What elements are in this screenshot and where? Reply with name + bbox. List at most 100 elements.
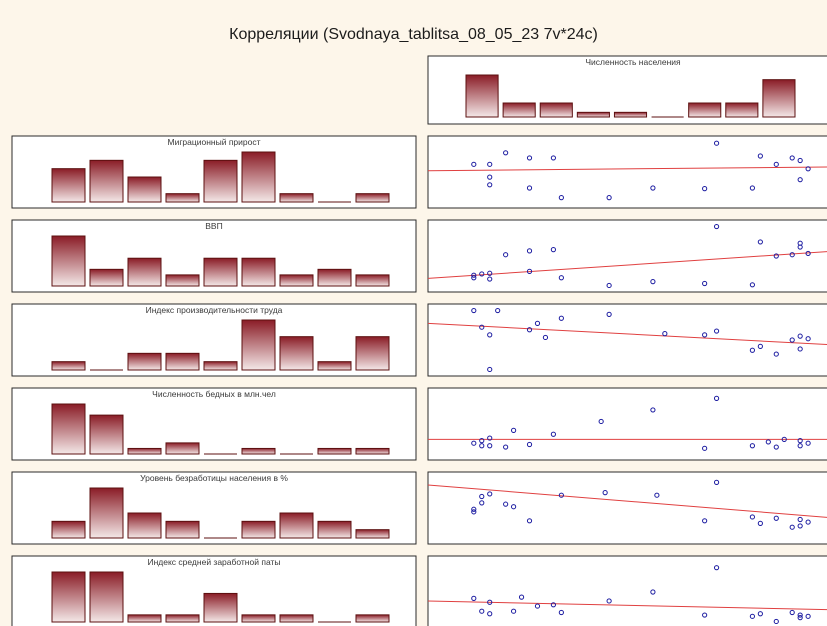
scatter-point: [773, 444, 779, 450]
histogram-bar: [165, 193, 200, 203]
scatter-point: [487, 270, 493, 276]
panel-title: Индекс производительности труда: [146, 305, 283, 315]
regression-line: [427, 251, 827, 279]
scatter-point: [749, 282, 756, 288]
scatter-point: [713, 395, 720, 401]
scatter-point: [503, 252, 509, 258]
histogram-bar: [241, 614, 276, 623]
scatter-point: [749, 443, 756, 449]
panel-title: Численность бедных в млн.чел: [152, 389, 276, 399]
scatter-point: [713, 223, 720, 230]
histogram-bar: [241, 151, 276, 203]
histogram-bar: [688, 102, 722, 118]
scatter-point: [757, 611, 763, 617]
scatter-point: [797, 615, 803, 621]
histogram-bar: [317, 520, 352, 539]
scatter-point: [471, 272, 477, 278]
scatter-point: [606, 195, 612, 201]
panel-title: Уровень безработицы населения в %: [140, 473, 288, 483]
histogram-bar: [203, 361, 238, 371]
scatter-point: [797, 244, 803, 250]
scatter-point: [471, 307, 477, 314]
scatter-point: [503, 150, 509, 156]
scatter-panel: [427, 387, 827, 461]
scatter-panel: [427, 303, 827, 377]
scatter-point: [598, 418, 604, 425]
scatter-point: [487, 599, 493, 605]
histogram-bar: [51, 571, 86, 623]
histogram-bar: [203, 592, 238, 623]
histogram-bar: [51, 403, 86, 455]
scatter-point: [773, 161, 779, 167]
scatter-point: [773, 351, 779, 357]
scatter-point: [558, 315, 564, 321]
scatter-point: [662, 331, 668, 337]
scatter-point: [650, 279, 656, 285]
scatter-point: [479, 500, 485, 506]
scatter-point: [550, 602, 557, 608]
histogram-bar: [203, 257, 238, 287]
scatter-point: [713, 565, 720, 571]
scatter-point: [471, 440, 477, 446]
histogram-bar: [317, 447, 352, 455]
scatter-point: [702, 445, 708, 451]
histogram-bar: [51, 168, 86, 203]
scatter-point: [773, 253, 779, 259]
scatter-point: [650, 589, 656, 595]
histogram-bar: [613, 111, 648, 118]
scatter-point: [797, 177, 803, 183]
scatter-point: [789, 524, 795, 530]
scatter-point: [526, 327, 533, 333]
scatter-point: [550, 431, 557, 437]
scatter-point: [805, 613, 811, 619]
histogram-bar: [279, 336, 314, 371]
scatter-point: [487, 435, 493, 441]
histogram-bar: [502, 102, 536, 118]
scatter-point: [749, 514, 756, 520]
scatter-point: [471, 509, 477, 515]
scatter-point: [526, 518, 533, 524]
scatter-point: [702, 280, 708, 287]
scatter-point: [702, 612, 708, 618]
scatter-point: [487, 182, 493, 188]
scatter-point: [550, 247, 557, 253]
scatter-point: [479, 608, 485, 614]
regression-line: [427, 600, 827, 611]
scatter-point: [606, 311, 612, 317]
scatter-point: [797, 612, 803, 618]
scatter-point: [805, 336, 811, 342]
scatter-point: [797, 443, 803, 449]
panel-title: Миграционный прирост: [167, 137, 260, 147]
scatter-point: [602, 490, 608, 496]
scatter-point: [510, 608, 517, 614]
scatter-point: [526, 268, 533, 274]
histogram-bar: [127, 447, 162, 455]
scatter-point: [797, 438, 803, 444]
scatter-point: [757, 343, 763, 349]
scatter-point: [765, 439, 771, 445]
scatter-point: [471, 161, 477, 167]
scatter-point: [542, 334, 549, 341]
histogram-bar: [51, 520, 86, 539]
scatter-point: [797, 523, 803, 529]
scatter-point: [650, 407, 656, 413]
scatter-point: [773, 618, 779, 625]
scatter-point: [487, 611, 493, 617]
scatter-point: [526, 155, 533, 161]
histogram-bar: [317, 361, 352, 371]
scatter-point: [757, 520, 763, 526]
histogram-bar: [355, 336, 390, 371]
histogram-bar: [241, 520, 276, 539]
scatter-point: [789, 155, 795, 161]
histogram-bar: [355, 274, 390, 287]
scatter-point: [702, 186, 708, 192]
scatter-point: [805, 440, 811, 446]
scatter-point: [805, 250, 811, 257]
histogram-bar: [89, 571, 124, 623]
scatter-point: [789, 609, 795, 616]
scatter-point: [558, 609, 564, 616]
histogram-bar: [279, 274, 314, 287]
scatter-point: [534, 603, 541, 609]
histogram-bar: [355, 193, 390, 203]
